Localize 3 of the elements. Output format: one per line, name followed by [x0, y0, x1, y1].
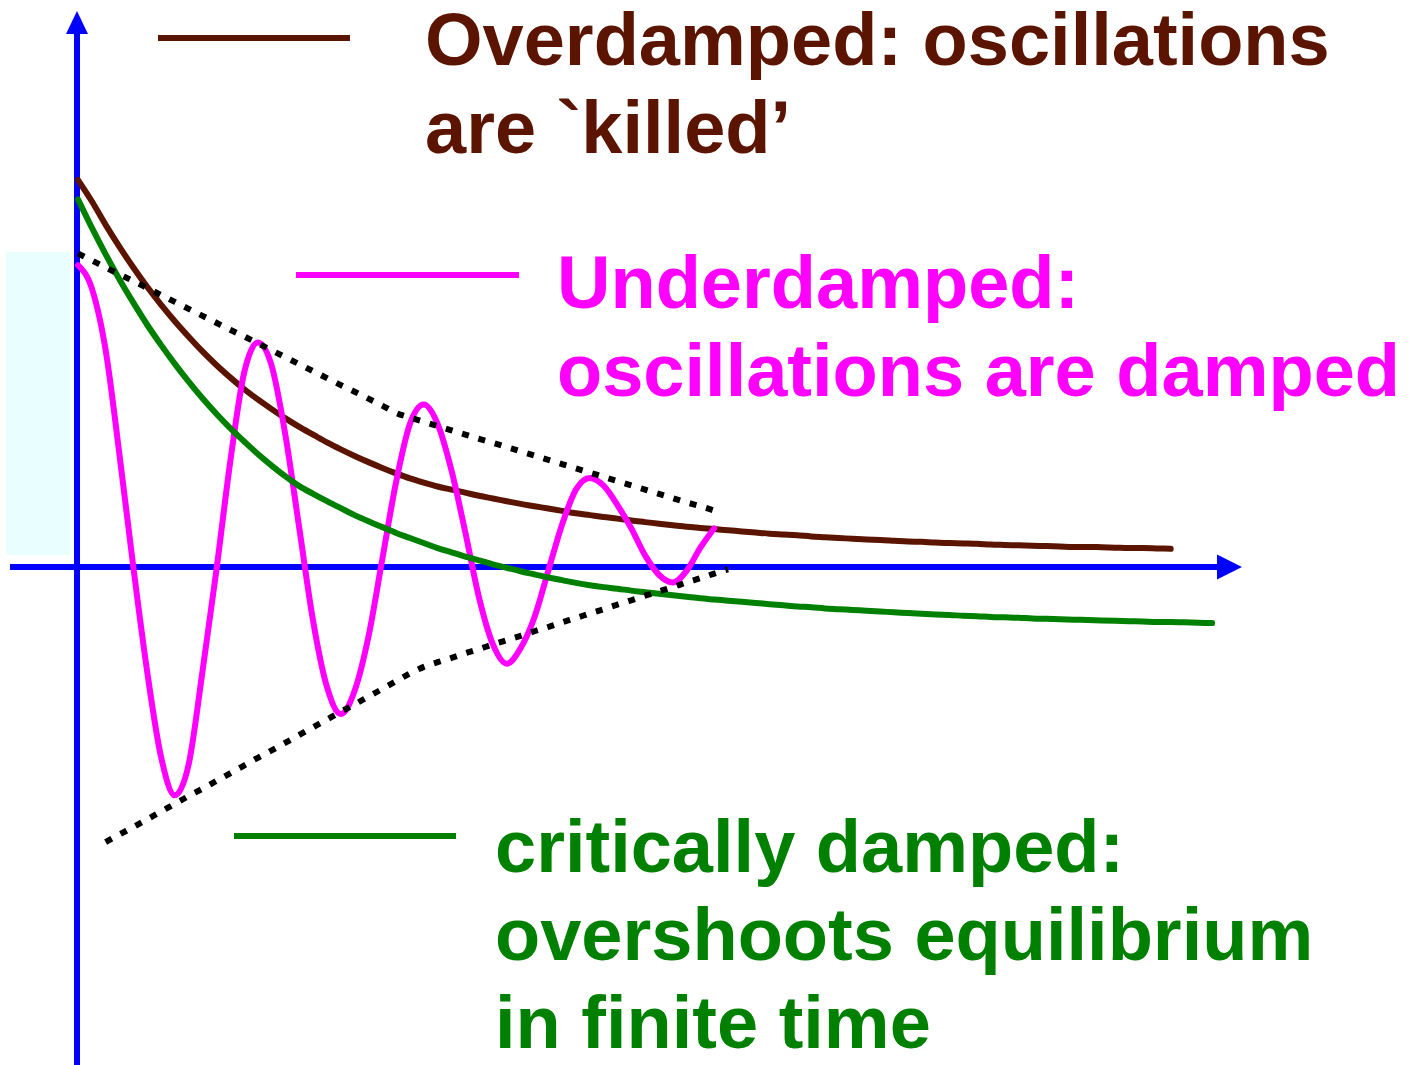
legend-label: Underdamped: oscillations are damped — [557, 241, 1401, 412]
legend-label: critically damped: overshoots equilibrium in finite time — [495, 805, 1314, 1064]
legend-label: Overdamped: oscillations are `killed’ — [425, 0, 1330, 169]
